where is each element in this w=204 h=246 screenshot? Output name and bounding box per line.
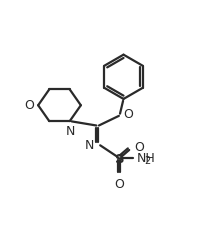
Text: O: O <box>123 108 133 121</box>
Text: O: O <box>24 99 34 112</box>
Text: O: O <box>115 178 124 190</box>
Text: O: O <box>134 141 144 154</box>
Text: 2: 2 <box>144 156 150 166</box>
Text: N: N <box>85 139 94 152</box>
Text: N: N <box>66 125 75 138</box>
Text: NH: NH <box>137 152 155 165</box>
Text: S: S <box>115 153 125 166</box>
